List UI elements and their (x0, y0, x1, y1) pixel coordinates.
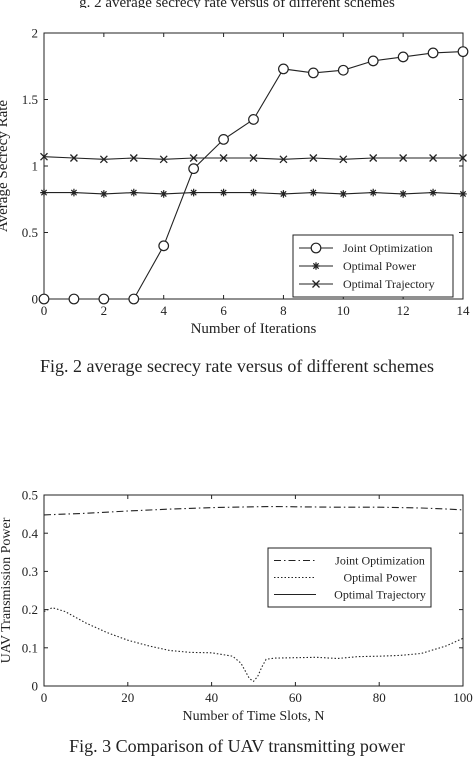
legend-marker-optimal-trajectory (312, 280, 320, 288)
data-point-optimal-power (100, 190, 108, 198)
y-tick-label: 0.4 (22, 526, 39, 541)
series-line-optimal-power (43, 607, 464, 683)
x-tick-label: 2 (101, 303, 108, 318)
series-line-joint-optimization (43, 505, 464, 516)
y-tick-label: 0.5 (22, 488, 38, 503)
data-point-optimal-trajectory (279, 155, 288, 164)
legend-marker-optimal-power (312, 262, 320, 270)
x-tick-label: 20 (121, 690, 134, 705)
x-tick-label: 0 (41, 303, 48, 318)
data-point-optimal-trajectory (219, 154, 228, 162)
data-point-optimal-power (429, 188, 437, 197)
data-point-optimal-power (219, 188, 228, 197)
data-point-optimal-trajectory (339, 155, 348, 164)
data-point-optimal-trajectory (159, 155, 168, 164)
data-point-optimal-power (369, 188, 378, 197)
data-point-joint-optimization (158, 240, 170, 252)
y-axis-label: Average Secrecy Rate (0, 100, 11, 232)
y-tick-label: 0 (32, 292, 39, 307)
data-point-joint-optimization (397, 51, 409, 63)
data-point-joint-optimization (218, 133, 229, 145)
data-point-joint-optimization (367, 55, 379, 67)
x-axis-label: Number of Time Slots, N (183, 709, 325, 724)
y-tick-label: 0.2 (22, 602, 38, 617)
data-point-joint-optimization (38, 293, 50, 305)
x-tick-label: 60 (289, 690, 302, 705)
x-tick-label: 14 (457, 303, 471, 318)
x-tick-label: 0 (41, 690, 48, 705)
legend-label-optimal-trajectory: Optimal Trajectory (343, 277, 435, 291)
figure-2-caption: Fig. 2 average secrecy rate versus of di… (40, 356, 434, 376)
x-tick-label: 80 (373, 690, 386, 705)
y-tick-label: 0.5 (22, 225, 38, 240)
data-point-joint-optimization (248, 114, 259, 125)
data-point-optimal-trajectory (399, 154, 408, 162)
y-tick-label: 0 (32, 679, 39, 694)
x-tick-label: 10 (337, 303, 350, 318)
data-point-optimal-power (249, 188, 258, 197)
top-caption-fragment: g. 2 average secrecy rate versus of diff… (79, 0, 395, 8)
data-point-optimal-power (189, 188, 198, 197)
data-point-joint-optimization (427, 47, 439, 59)
data-point-optimal-power (339, 190, 348, 198)
x-tick-label: 8 (280, 303, 287, 318)
data-point-joint-optimization (278, 63, 289, 75)
x-axis-label: Number of Iterations (191, 321, 317, 337)
y-tick-label: 0.1 (22, 640, 38, 655)
data-point-optimal-power (70, 188, 78, 197)
x-tick-label: 4 (160, 303, 167, 318)
data-point-optimal-trajectory (99, 155, 108, 164)
data-point-joint-optimization (307, 67, 319, 79)
data-point-joint-optimization (128, 293, 140, 305)
data-point-optimal-trajectory (309, 154, 318, 162)
legend-label-joint-optimization: Joint Optimization (335, 554, 425, 568)
data-point-joint-optimization (98, 293, 110, 305)
y-axis-label: UAV Transmission Power (0, 517, 14, 663)
data-point-optimal-power (279, 190, 288, 198)
data-point-optimal-trajectory (369, 154, 378, 162)
data-point-joint-optimization (457, 46, 469, 58)
data-point-joint-optimization (188, 163, 200, 175)
legend-label-optimal-power: Optimal Power (344, 571, 417, 585)
legend-marker-joint-optimization (310, 242, 322, 254)
data-point-optimal-power (459, 190, 467, 198)
secrecy-rate-chart: 0 2 4 6 8 10 12 14 0 0.5 1 1.5 2 Number of Iterations… (0, 26, 471, 337)
data-point-optimal-trajectory (459, 154, 467, 162)
figure-3-caption: Fig. 3 Comparison of UAV transmitting po… (69, 736, 405, 756)
data-point-optimal-trajectory (189, 154, 198, 162)
data-point-optimal-power (40, 188, 48, 197)
x-tick-label: 40 (205, 690, 218, 705)
x-tick-label: 12 (397, 303, 410, 318)
legend-label-joint-optimization: Joint Optimization (343, 241, 433, 255)
data-point-optimal-trajectory (429, 154, 438, 162)
data-point-optimal-power (309, 188, 318, 197)
data-point-joint-optimization (337, 64, 349, 76)
data-point-optimal-trajectory (249, 154, 258, 162)
x-tick-label: 6 (220, 303, 227, 318)
transmission-power-chart: 0 20 40 60 80 100 0 0.1 0.2 0.3 0.4 0.5 Number of Ti… (0, 488, 473, 724)
data-point-optimal-power (159, 190, 168, 198)
data-point-optimal-power (399, 190, 407, 198)
data-point-joint-optimization (68, 293, 80, 305)
legend-label-optimal-power: Optimal Power (343, 259, 416, 273)
y-tick-label: 2 (32, 26, 39, 41)
data-point-optimal-trajectory (40, 152, 48, 161)
data-point-optimal-trajectory (69, 154, 78, 162)
y-tick-label: 1 (32, 159, 39, 174)
data-point-optimal-trajectory (129, 154, 138, 162)
data-point-optimal-power (129, 188, 138, 197)
x-tick-label: 100 (453, 690, 473, 705)
y-tick-label: 1.5 (22, 92, 38, 107)
legend-label-optimal-trajectory: Optimal Trajectory (334, 588, 426, 602)
y-tick-label: 0.3 (22, 564, 38, 579)
